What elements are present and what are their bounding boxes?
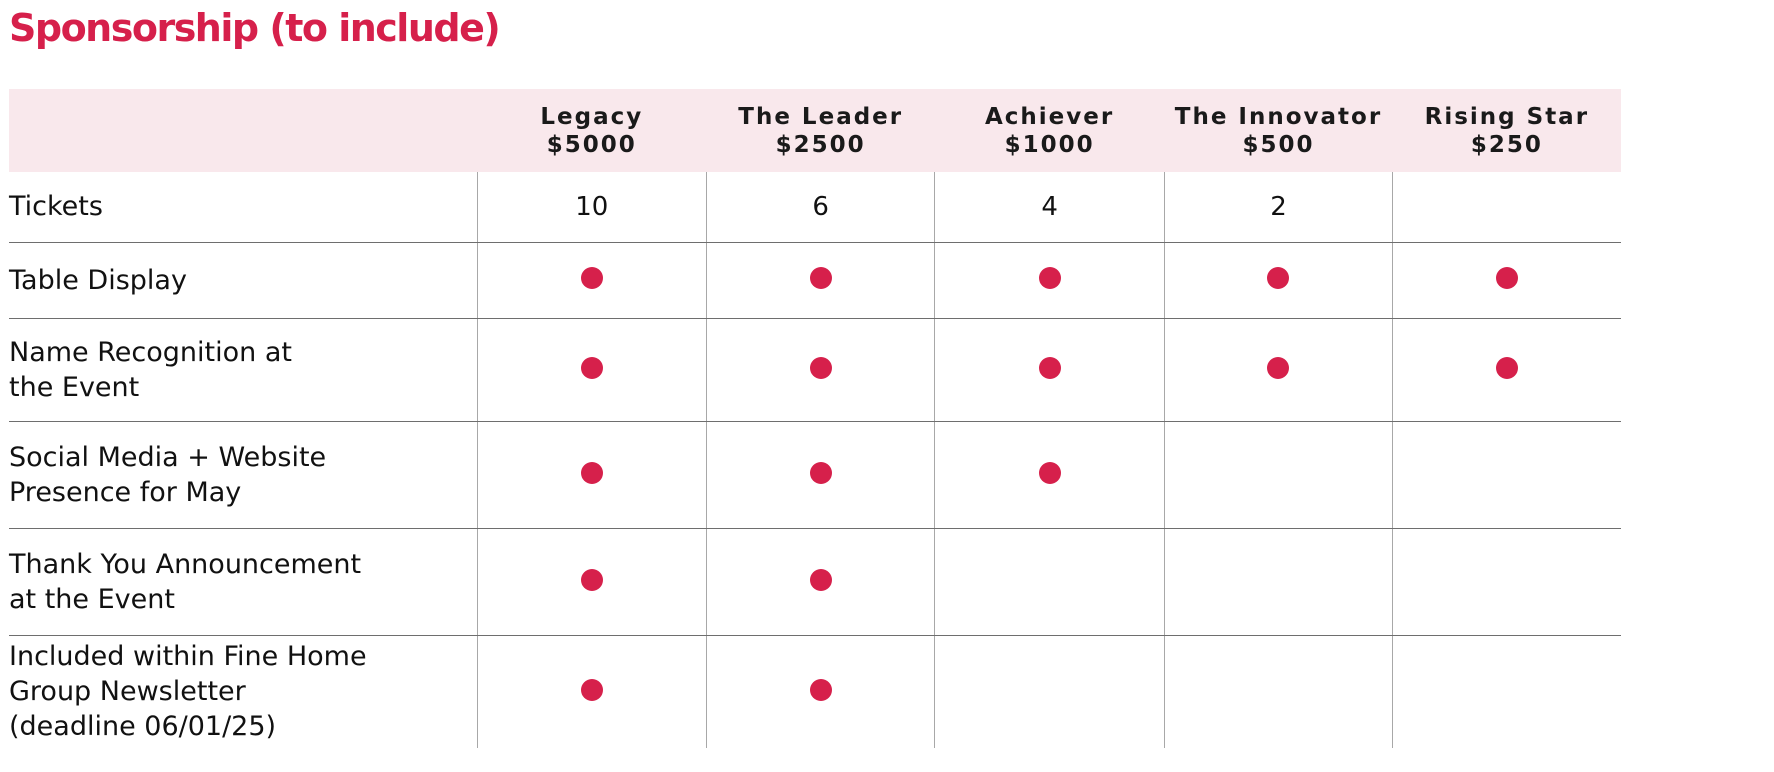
tier-price: $5000 bbox=[546, 131, 637, 158]
tier-header: The Innovator $500 bbox=[1164, 89, 1393, 172]
tier-name: Achiever bbox=[984, 103, 1115, 130]
header-row: Legacy $5000 The Leader $2500 Achiever $100… bbox=[9, 89, 1621, 172]
benefit-cell bbox=[934, 421, 1165, 529]
benefit-cell bbox=[706, 528, 935, 636]
benefit-cell bbox=[1392, 635, 1621, 748]
feature-label: Included within Fine Home Group Newslette… bbox=[9, 635, 477, 748]
feature-label-line: Presence for May bbox=[9, 476, 242, 508]
feature-label-line: Tickets bbox=[9, 191, 103, 223]
included-dot-icon bbox=[1267, 356, 1290, 379]
benefit-cell: 4 bbox=[934, 172, 1165, 243]
benefit-cell bbox=[476, 242, 707, 319]
feature-label-line: at the Event bbox=[9, 583, 175, 615]
feature-label-line: the Event bbox=[9, 371, 140, 403]
ticket-count: 10 bbox=[575, 191, 609, 222]
included-dot-icon bbox=[1496, 356, 1519, 379]
included-dot-icon bbox=[1496, 267, 1519, 289]
page-title: Sponsorship (to include) bbox=[9, 6, 501, 50]
benefit-cell bbox=[1392, 172, 1621, 243]
benefit-cell bbox=[706, 242, 935, 319]
benefit-cell: 10 bbox=[476, 172, 707, 243]
feature-label-line: Social Media + Website bbox=[9, 441, 327, 473]
benefit-cell bbox=[1163, 635, 1393, 748]
benefit-cell bbox=[934, 242, 1165, 319]
tier-name: The Leader bbox=[738, 103, 904, 130]
benefit-cell bbox=[706, 635, 935, 748]
table-row: Included within Fine Home Group Newslette… bbox=[9, 635, 1621, 748]
benefit-cell bbox=[1392, 242, 1621, 319]
feature-label-line: Name Recognition at bbox=[9, 336, 292, 368]
table-row: Table Display bbox=[9, 242, 1621, 319]
tier-header: Rising Star $250 bbox=[1392, 89, 1621, 172]
table-row: Tickets 10 6 4 2 bbox=[9, 172, 1621, 243]
included-dot-icon bbox=[580, 678, 603, 701]
tier-name: Legacy bbox=[540, 103, 644, 130]
included-dot-icon bbox=[1038, 267, 1061, 289]
included-dot-icon bbox=[1038, 461, 1061, 484]
tier-name: The Innovator bbox=[1174, 103, 1383, 130]
benefit-cell: 6 bbox=[706, 172, 935, 243]
table-row: Social Media + Website Presence for May bbox=[9, 421, 1621, 529]
sponsorship-table: Legacy $5000 The Leader $2500 Achiever $100… bbox=[9, 89, 1621, 748]
included-dot-icon bbox=[580, 267, 603, 289]
included-dot-icon bbox=[809, 267, 832, 289]
benefit-cell bbox=[476, 318, 707, 422]
benefit-cell bbox=[1392, 318, 1621, 422]
benefit-cell bbox=[476, 528, 707, 636]
included-dot-icon bbox=[1267, 267, 1290, 289]
ticket-count: 6 bbox=[812, 191, 829, 222]
benefit-cell bbox=[476, 635, 707, 748]
included-dot-icon bbox=[580, 356, 603, 379]
tier-price: $500 bbox=[1242, 131, 1315, 158]
feature-label-line: Table Display bbox=[9, 264, 187, 296]
table-body: Tickets 10 6 4 2 Table Display Name Recognitio… bbox=[9, 172, 1621, 748]
tier-header: Achiever $1000 bbox=[934, 89, 1165, 172]
feature-label: Tickets bbox=[9, 172, 478, 243]
feature-label: Table Display bbox=[9, 242, 478, 319]
feature-label: Social Media + Website Presence for May bbox=[9, 421, 478, 529]
benefit-cell bbox=[934, 635, 1165, 748]
benefit-cell bbox=[1163, 242, 1393, 319]
header-empty-cell bbox=[9, 89, 478, 172]
feature-label-line: Thank You Announcement bbox=[9, 548, 362, 580]
benefit-cell bbox=[1392, 421, 1621, 529]
benefit-cell bbox=[1163, 528, 1393, 636]
tier-header: Legacy $5000 bbox=[477, 89, 707, 172]
included-dot-icon bbox=[809, 356, 832, 379]
feature-label-line: (deadline 06/01/25) bbox=[9, 711, 277, 743]
benefit-cell: 2 bbox=[1163, 172, 1393, 243]
tier-price: $250 bbox=[1470, 131, 1543, 158]
benefit-cell bbox=[706, 318, 935, 422]
benefit-cell bbox=[934, 318, 1165, 422]
tier-name: Rising Star bbox=[1424, 103, 1590, 130]
benefit-cell bbox=[476, 421, 707, 529]
included-dot-icon bbox=[809, 678, 832, 701]
benefit-cell bbox=[1163, 318, 1393, 422]
benefit-cell bbox=[1163, 421, 1393, 529]
table-row: Thank You Announcement at the Event bbox=[9, 528, 1621, 636]
included-dot-icon bbox=[809, 568, 832, 591]
tier-price: $1000 bbox=[1004, 131, 1095, 158]
feature-label: Thank You Announcement at the Event bbox=[9, 528, 478, 636]
included-dot-icon bbox=[580, 568, 603, 591]
table-row: Name Recognition at the Event bbox=[9, 318, 1621, 422]
feature-label-line: Group Newsletter bbox=[9, 676, 246, 708]
feature-label: Name Recognition at the Event bbox=[9, 318, 478, 422]
benefit-cell bbox=[706, 421, 935, 529]
benefit-cell bbox=[1392, 528, 1621, 636]
benefit-cell bbox=[934, 528, 1165, 636]
ticket-count: 2 bbox=[1270, 191, 1287, 222]
ticket-count: 4 bbox=[1041, 191, 1058, 222]
tier-price: $2500 bbox=[775, 131, 866, 158]
included-dot-icon bbox=[809, 461, 832, 484]
included-dot-icon bbox=[580, 461, 603, 484]
tier-header: The Leader $2500 bbox=[706, 89, 935, 172]
included-dot-icon bbox=[1038, 356, 1061, 379]
feature-label-line: Included within Fine Home bbox=[9, 641, 367, 673]
